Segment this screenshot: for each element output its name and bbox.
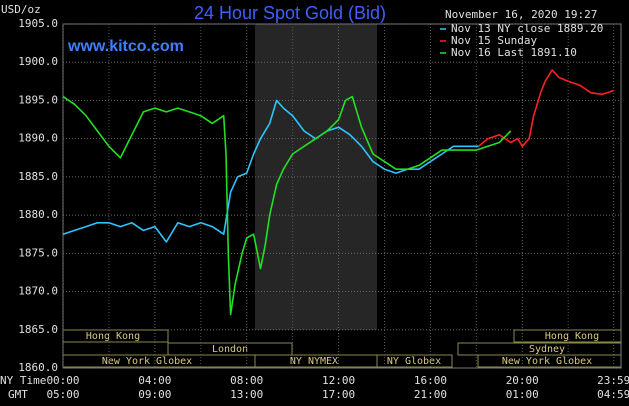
y-tick-label: 1880.0 — [18, 208, 58, 221]
session-box — [376, 354, 453, 368]
x-tick-label: 04:00 — [138, 374, 171, 387]
y-tick-label: 1885.0 — [18, 170, 58, 183]
y-tick-label: 1865.0 — [18, 323, 58, 336]
x-tick-label: 00:00 — [46, 374, 79, 387]
y-tick-label: 1860.0 — [18, 361, 58, 374]
gmt-tick-label: 17:00 — [322, 388, 355, 401]
session-label: London — [212, 344, 248, 355]
chart-title: 24 Hour Spot Gold (Bid) — [194, 3, 386, 23]
x-tick-label: 23:59 — [597, 374, 629, 387]
gmt-tick-label: 13:00 — [230, 388, 263, 401]
y-tick-label: 1890.0 — [18, 132, 58, 145]
y-tick-label: 1900.0 — [18, 55, 58, 68]
gmt-label: GMT — [8, 388, 28, 401]
session-label: New York Globex — [102, 356, 192, 367]
gmt-tick-label: 05:00 — [46, 388, 79, 401]
gmt-tick-label: 04:59 — [597, 388, 629, 401]
legend-entry: Nov 13 NY close 1889.20 — [451, 22, 603, 35]
gmt-tick-label: 09:00 — [138, 388, 171, 401]
y-tick-label: 1895.0 — [18, 93, 58, 106]
session-label: Sydney — [529, 344, 565, 355]
x-tick-label: 12:00 — [322, 374, 355, 387]
session-label: NY Globex — [387, 356, 441, 367]
session-label: New York Globex — [502, 356, 592, 367]
session-label: NY NYMEX — [290, 356, 338, 367]
y-tick-label: 1875.0 — [18, 246, 58, 259]
website: www.kitco.com — [67, 38, 184, 55]
x-axis-label: NY Time — [0, 374, 46, 387]
series-line — [478, 69, 614, 148]
series-line — [62, 95, 512, 316]
session-label: Hong Kong — [86, 331, 140, 342]
y-axis-label: USD/oz — [1, 3, 41, 16]
x-tick-label: 20:00 — [506, 374, 539, 387]
y-tick-label: 1870.0 — [18, 285, 58, 298]
x-tick-label: 16:00 — [414, 374, 447, 387]
x-tick-label: 08:00 — [230, 374, 263, 387]
timestamp: November 16, 2020 19:27 — [445, 8, 597, 21]
series-line — [62, 99, 479, 243]
legend-entry: Nov 16 Last 1891.10 — [451, 46, 577, 59]
gmt-tick-label: 21:00 — [414, 388, 447, 401]
session-label: Hong Kong — [545, 331, 599, 342]
y-tick-label: 1905.0 — [18, 17, 58, 30]
gmt-tick-label: 01:00 — [506, 388, 539, 401]
legend-entry: Nov 15 Sunday — [451, 34, 537, 47]
sessions: Hong Kong Hong Kong London Sydney New Yo… — [62, 329, 622, 368]
